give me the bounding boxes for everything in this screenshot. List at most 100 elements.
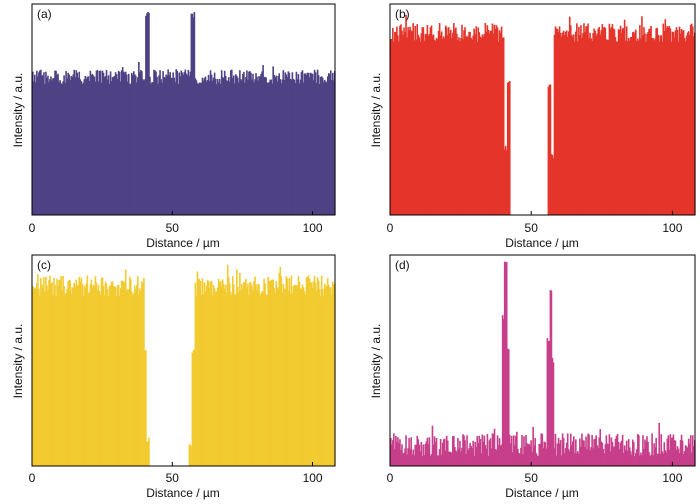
histogram-bar bbox=[552, 362, 555, 466]
histogram-bar bbox=[653, 40, 655, 215]
histogram-bar bbox=[245, 77, 247, 215]
x-axis-label: Distance / µm bbox=[146, 486, 220, 500]
histogram-bar bbox=[117, 284, 120, 466]
histogram-bar bbox=[182, 74, 185, 215]
histogram-bar bbox=[115, 296, 118, 466]
histogram-bar bbox=[65, 292, 67, 466]
histogram-bar bbox=[171, 78, 173, 215]
histogram-bar bbox=[605, 39, 608, 216]
histogram-bar bbox=[280, 276, 283, 466]
histogram-bar bbox=[434, 441, 437, 466]
histogram-bar bbox=[534, 438, 536, 466]
histogram-bar bbox=[516, 431, 518, 466]
histogram-bar bbox=[448, 33, 451, 215]
histogram-bar bbox=[210, 280, 213, 466]
histogram-bar bbox=[49, 275, 51, 466]
histogram-bar bbox=[556, 443, 559, 466]
histogram-bar bbox=[58, 81, 60, 216]
histogram-bar bbox=[273, 74, 275, 215]
histogram-bar bbox=[323, 283, 326, 466]
histogram-bar bbox=[462, 434, 464, 466]
histogram-bar bbox=[245, 278, 247, 466]
histogram-bar bbox=[240, 79, 242, 215]
histogram-bar bbox=[489, 30, 492, 215]
histogram-bar bbox=[124, 269, 127, 466]
histogram-bar bbox=[300, 289, 303, 466]
x-tick-label-0: 0 bbox=[387, 221, 394, 235]
panel-letter: (c) bbox=[37, 258, 51, 272]
histogram-bar bbox=[582, 440, 584, 466]
histogram-bar bbox=[502, 319, 505, 466]
histogram-bar bbox=[555, 455, 558, 466]
histogram-bar bbox=[239, 70, 241, 215]
histogram-bar bbox=[428, 33, 431, 216]
histogram-bar bbox=[291, 293, 294, 466]
histogram-bar bbox=[228, 283, 231, 466]
histogram-bar bbox=[475, 447, 478, 466]
histogram-bar bbox=[141, 71, 143, 216]
histogram-bar bbox=[568, 16, 571, 216]
panel-b: (b) 0 50 100 Distance / µm Intensity / a… bbox=[369, 3, 696, 250]
histogram-bar bbox=[660, 434, 663, 466]
histogram-bar bbox=[87, 292, 90, 466]
histogram-bar bbox=[238, 292, 240, 466]
histogram-bar bbox=[69, 80, 71, 215]
histogram-bar bbox=[463, 435, 465, 466]
histogram-bar bbox=[297, 276, 300, 466]
histogram-bar bbox=[273, 287, 275, 466]
histogram-bar bbox=[288, 72, 291, 215]
histogram-bar bbox=[646, 33, 648, 215]
histogram-bar bbox=[265, 77, 267, 215]
histogram-bar bbox=[498, 30, 501, 215]
x-tick-label-50: 50 bbox=[166, 471, 180, 485]
histogram-bar bbox=[542, 448, 545, 466]
histogram-bar bbox=[637, 433, 639, 466]
histogram-bar bbox=[595, 35, 597, 215]
histogram-bar bbox=[330, 295, 333, 466]
histogram-bar bbox=[212, 284, 215, 466]
histogram-bar bbox=[145, 349, 147, 466]
histogram-bar bbox=[599, 429, 602, 466]
histogram-bar bbox=[268, 281, 270, 466]
histogram-bar bbox=[609, 451, 612, 466]
x-tick-label-50: 50 bbox=[166, 221, 180, 235]
histogram-bar bbox=[671, 31, 674, 216]
histogram-bar bbox=[104, 281, 107, 466]
histogram-bar bbox=[648, 29, 650, 216]
histogram-bar bbox=[174, 82, 177, 216]
y-axis-label: Intensity / a.u. bbox=[11, 73, 25, 148]
histogram-bar bbox=[608, 23, 611, 215]
histogram-bar bbox=[396, 442, 398, 466]
histogram-bar bbox=[470, 445, 472, 466]
histogram-bar bbox=[317, 75, 320, 215]
histogram-bar bbox=[441, 442, 444, 466]
histogram-bar bbox=[575, 31, 577, 216]
plot-frame bbox=[31, 254, 336, 467]
histogram-bar bbox=[488, 33, 491, 215]
histogram-bar bbox=[319, 296, 322, 466]
histogram-bar bbox=[652, 38, 654, 215]
histogram-bar bbox=[620, 440, 623, 466]
histogram-bar bbox=[282, 70, 285, 215]
histogram-bar bbox=[649, 28, 651, 216]
histogram-bar bbox=[445, 27, 448, 216]
histogram-bar bbox=[205, 81, 208, 215]
histogram-bar bbox=[604, 444, 607, 466]
histogram-bar bbox=[123, 72, 126, 215]
histogram-bar bbox=[455, 27, 457, 216]
histogram-bar bbox=[421, 456, 424, 466]
histogram-bar bbox=[482, 441, 485, 466]
histogram-bar bbox=[455, 450, 457, 466]
histogram-bar bbox=[252, 290, 254, 466]
histogram-bar bbox=[127, 289, 130, 466]
histogram-bar bbox=[673, 37, 676, 215]
histogram-bar bbox=[547, 86, 550, 215]
histogram-bar bbox=[144, 351, 146, 466]
histogram-bar bbox=[621, 28, 624, 216]
histogram-bar bbox=[451, 38, 453, 215]
histogram-bar bbox=[146, 441, 148, 466]
histogram-bar bbox=[130, 72, 133, 216]
histogram-bar bbox=[408, 438, 410, 466]
histogram-bar bbox=[440, 31, 443, 215]
histogram-bar bbox=[303, 291, 306, 466]
